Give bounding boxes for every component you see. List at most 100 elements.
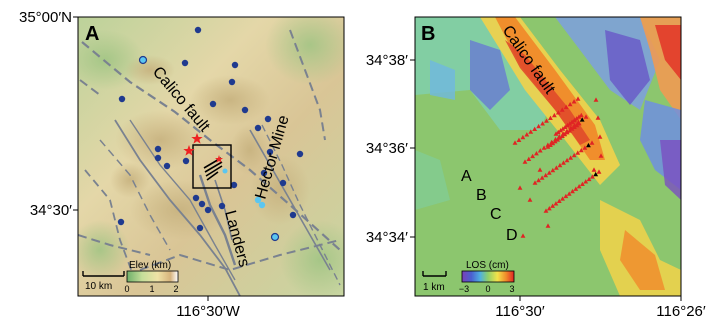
profile-marker xyxy=(570,188,575,194)
profile-marker xyxy=(559,107,565,112)
scale-bar-a-label: 10 km xyxy=(85,281,112,292)
profile-marker xyxy=(562,131,568,137)
profile-marker xyxy=(560,126,566,131)
epicenter-stars xyxy=(183,133,223,163)
profile-marker xyxy=(574,122,580,128)
profile-marker xyxy=(572,124,577,129)
profile-marker xyxy=(540,121,545,126)
profile-marker xyxy=(512,140,518,145)
profile-marker xyxy=(548,142,553,147)
profile-marker xyxy=(580,181,585,186)
profile-marker xyxy=(564,130,570,135)
elevation-tick-1: 1 xyxy=(149,284,154,294)
profile-marker xyxy=(576,114,582,119)
profile-marker xyxy=(543,208,549,213)
profile-marker xyxy=(541,145,547,150)
profile-marker xyxy=(557,135,563,140)
profile-marker xyxy=(539,175,545,180)
profile-marker xyxy=(569,119,575,124)
profile-marker xyxy=(562,124,568,129)
profile-marker xyxy=(552,139,558,144)
profile-marker xyxy=(555,137,560,142)
profile-marker xyxy=(568,155,574,160)
profile-marker xyxy=(553,165,559,170)
profile-marker xyxy=(567,101,573,107)
panel-a-lat-mid: 34°30′ xyxy=(30,202,72,219)
panel-b-tag: B xyxy=(421,23,435,45)
profile-marker xyxy=(598,153,604,158)
profile-marker xyxy=(530,153,536,159)
profile-marker xyxy=(543,172,549,178)
scale-bar-b-label: 1 km xyxy=(423,282,445,293)
profile-marker xyxy=(545,223,551,228)
panel-a-tag: A xyxy=(85,23,99,45)
profile-marker xyxy=(553,201,559,206)
profile-marker xyxy=(555,110,561,115)
profile-marker xyxy=(551,112,557,118)
panel-b-lat-2: 34°34′ xyxy=(366,229,408,246)
profile-marker xyxy=(572,117,577,123)
profile-marker xyxy=(573,186,579,191)
profile-markers-black xyxy=(579,117,599,177)
profile-marker xyxy=(565,122,570,128)
profile-marker xyxy=(566,191,572,196)
profile-marker xyxy=(567,121,573,126)
scale-bar-a: 10 km xyxy=(82,271,125,292)
profile-marker xyxy=(564,157,570,163)
profile-marker xyxy=(522,159,528,164)
profile-marker xyxy=(578,147,584,153)
profile-marker xyxy=(560,133,565,138)
fault-lines xyxy=(78,29,341,296)
profile-marker xyxy=(558,128,563,133)
earthquake-dots xyxy=(117,26,304,232)
profile-marker xyxy=(589,140,595,145)
profile-marker xyxy=(536,177,541,183)
profile-marker xyxy=(576,121,582,126)
profile-marker xyxy=(537,167,543,172)
los-legend-title: LOS (cm) xyxy=(466,260,509,271)
profile-marker xyxy=(550,167,556,173)
profile-marker xyxy=(569,126,575,131)
panel-b-lat-1: 34°36′ xyxy=(366,140,408,157)
profile-marker xyxy=(528,129,534,134)
profile-b-label: B xyxy=(476,187,487,204)
profile-marker xyxy=(576,184,582,189)
profile-marker xyxy=(517,185,523,190)
panel-b-lat-0: 34°38′ xyxy=(366,52,408,69)
elevation-legend: Elev (km) 0 1 2 xyxy=(124,260,178,294)
profile-marker xyxy=(571,99,577,104)
panel-a-ticks xyxy=(73,16,209,301)
profile-marker xyxy=(524,132,530,137)
profile-a-label: A xyxy=(461,168,472,185)
profile-marker xyxy=(575,150,581,155)
profile-marker xyxy=(571,152,577,158)
elevation-tick-0: 0 xyxy=(124,284,129,294)
profile-marker xyxy=(516,137,522,143)
terrain-relief xyxy=(78,17,344,296)
profile-marker xyxy=(563,193,569,199)
panel-b-frame xyxy=(414,16,682,297)
profile-d-label: D xyxy=(506,227,518,244)
los-legend: LOS (cm) −3 0 3 xyxy=(459,260,515,294)
los-field xyxy=(415,17,681,296)
profile-marker xyxy=(595,115,601,120)
scale-bar-b: 1 km xyxy=(422,271,447,293)
panel-b-lon-0: 116°30′ xyxy=(495,303,545,320)
panel-a-frame xyxy=(77,16,345,297)
los-tick-1: 0 xyxy=(485,284,490,294)
panel-b-lon-1: 116°26′ xyxy=(656,303,706,320)
profile-marker-black xyxy=(586,142,591,148)
profile-marker xyxy=(583,114,589,119)
profile-marker xyxy=(555,129,561,135)
profile-marker xyxy=(536,123,542,129)
profile-marker xyxy=(545,144,551,149)
profile-marker xyxy=(532,126,538,132)
profile-marker xyxy=(532,180,538,185)
los-tick-0: −3 xyxy=(459,284,469,294)
profile-marker xyxy=(557,162,563,168)
profile-marker-black xyxy=(579,117,585,122)
profile-marker xyxy=(553,131,559,136)
profile-marker xyxy=(534,150,539,156)
profile-marker xyxy=(593,97,599,102)
